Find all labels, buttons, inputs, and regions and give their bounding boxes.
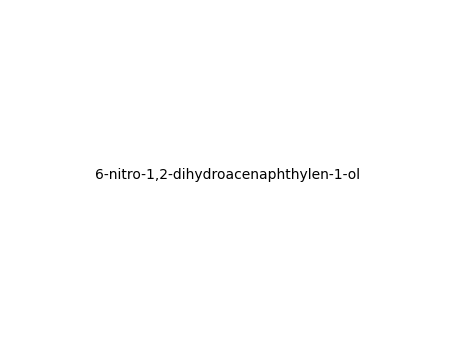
Text: 6-nitro-1,2-dihydroacenaphthylen-1-ol: 6-nitro-1,2-dihydroacenaphthylen-1-ol — [95, 168, 360, 182]
